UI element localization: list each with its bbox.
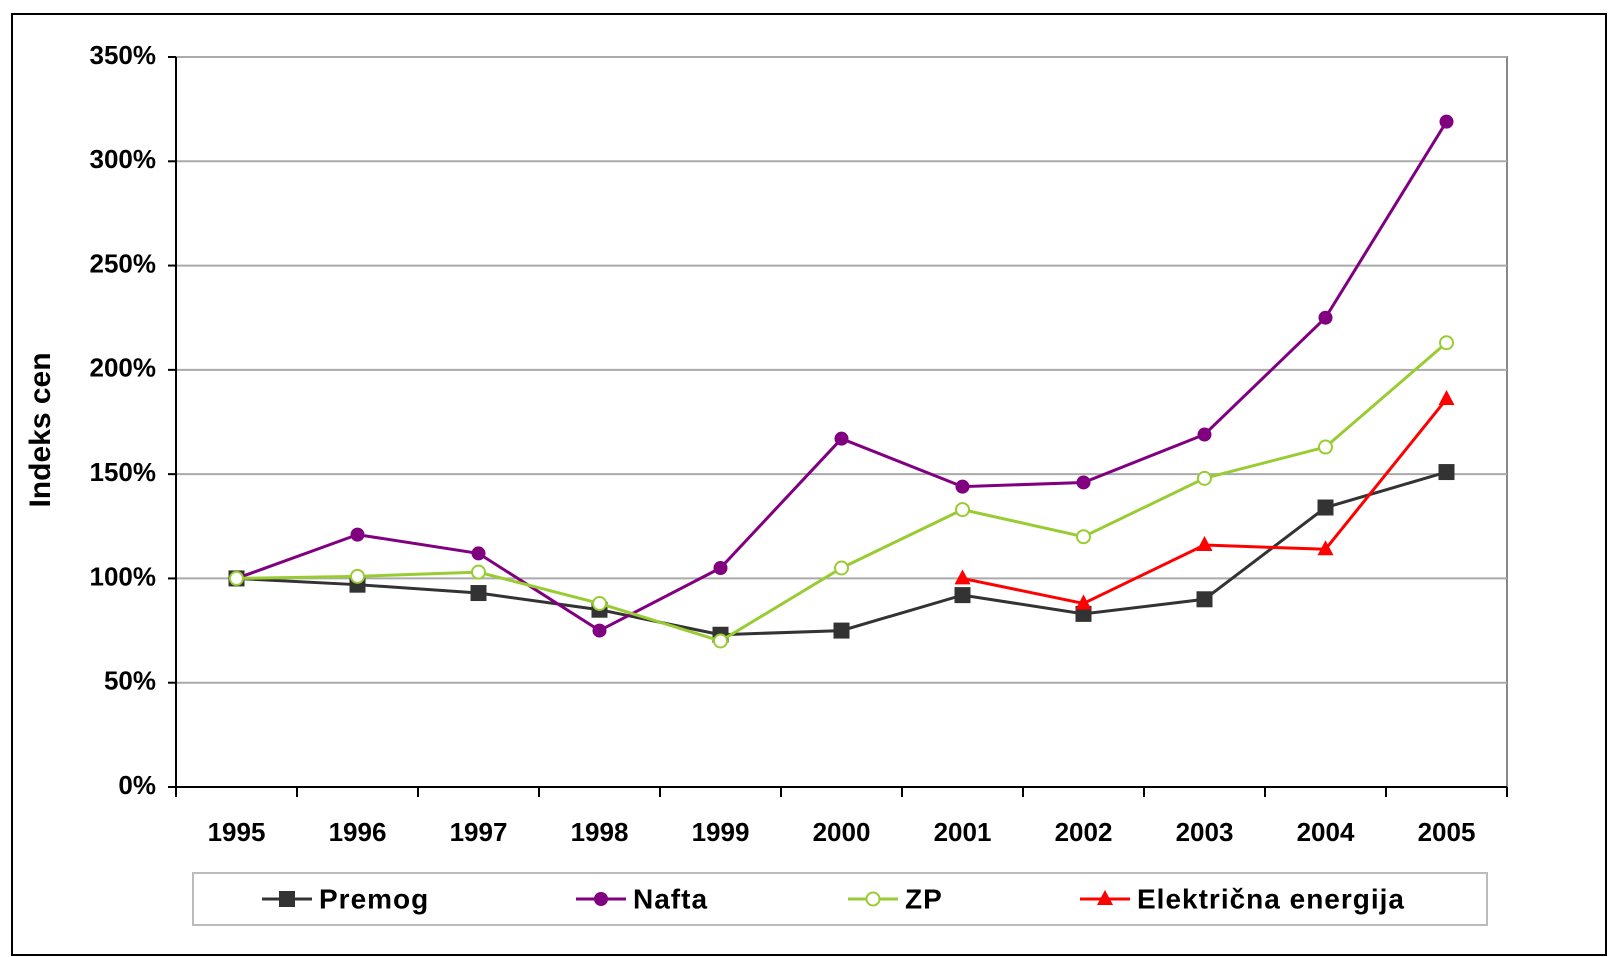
marker xyxy=(1439,335,1454,351)
marker xyxy=(1196,536,1213,552)
marker xyxy=(865,891,881,907)
marker xyxy=(470,585,487,602)
plot-area xyxy=(175,56,1508,788)
marker xyxy=(834,560,849,576)
marker xyxy=(834,431,849,446)
marker xyxy=(471,546,486,561)
marker xyxy=(954,587,971,604)
marker xyxy=(1075,605,1092,622)
x-tick-label: 1996 xyxy=(329,817,387,847)
marker xyxy=(713,561,728,575)
legend-label: Nafta xyxy=(633,883,708,914)
marker xyxy=(1318,439,1333,455)
y-tick-label: 350% xyxy=(90,40,157,70)
legend-label: Električna energija xyxy=(1137,883,1405,914)
marker xyxy=(1075,594,1092,610)
x-tick-label: 1997 xyxy=(450,817,508,847)
marker xyxy=(592,623,607,638)
x-tick-label: 2003 xyxy=(1176,817,1234,847)
x-tick-label: 2004 xyxy=(1297,817,1355,847)
marker xyxy=(1197,427,1212,442)
marker xyxy=(229,570,244,586)
y-tick-label: 150% xyxy=(90,457,157,487)
marker xyxy=(350,527,365,542)
y-tick-label: 100% xyxy=(90,561,157,591)
marker xyxy=(1076,529,1091,545)
y-tick-label: 250% xyxy=(90,248,157,278)
marker xyxy=(1196,591,1213,608)
legend xyxy=(192,872,1488,926)
marker xyxy=(1438,464,1455,481)
y-tick-label: 50% xyxy=(104,666,156,696)
x-tick-label: 2001 xyxy=(934,817,992,847)
x-tick-label: 1999 xyxy=(692,817,750,847)
marker xyxy=(279,891,295,907)
x-tick-label: 2002 xyxy=(1055,817,1113,847)
legend-label: ZP xyxy=(905,883,943,914)
marker xyxy=(350,568,365,584)
x-tick-label: 1995 xyxy=(208,817,266,847)
marker xyxy=(1439,114,1454,129)
marker xyxy=(1317,540,1334,556)
marker xyxy=(833,622,850,639)
marker xyxy=(955,479,970,494)
marker xyxy=(1097,890,1113,905)
x-tick-label: 2005 xyxy=(1418,817,1476,847)
x-tick-label: 2000 xyxy=(813,817,871,847)
marker xyxy=(955,502,970,518)
y-tick-label: 300% xyxy=(90,144,157,174)
y-axis-label: Indeks cen xyxy=(24,352,57,507)
y-tick-label: 0% xyxy=(118,770,156,800)
legend-label: Premog xyxy=(319,883,429,914)
marker xyxy=(1197,470,1212,486)
marker xyxy=(592,595,607,611)
marker xyxy=(954,569,971,585)
marker xyxy=(713,633,728,649)
x-tick-label: 1998 xyxy=(571,817,629,847)
marker xyxy=(594,892,608,906)
marker xyxy=(1318,310,1333,325)
marker xyxy=(1438,390,1455,406)
y-tick-label: 200% xyxy=(90,353,157,383)
marker xyxy=(471,564,486,580)
marker xyxy=(1317,499,1334,516)
marker xyxy=(1076,475,1091,490)
